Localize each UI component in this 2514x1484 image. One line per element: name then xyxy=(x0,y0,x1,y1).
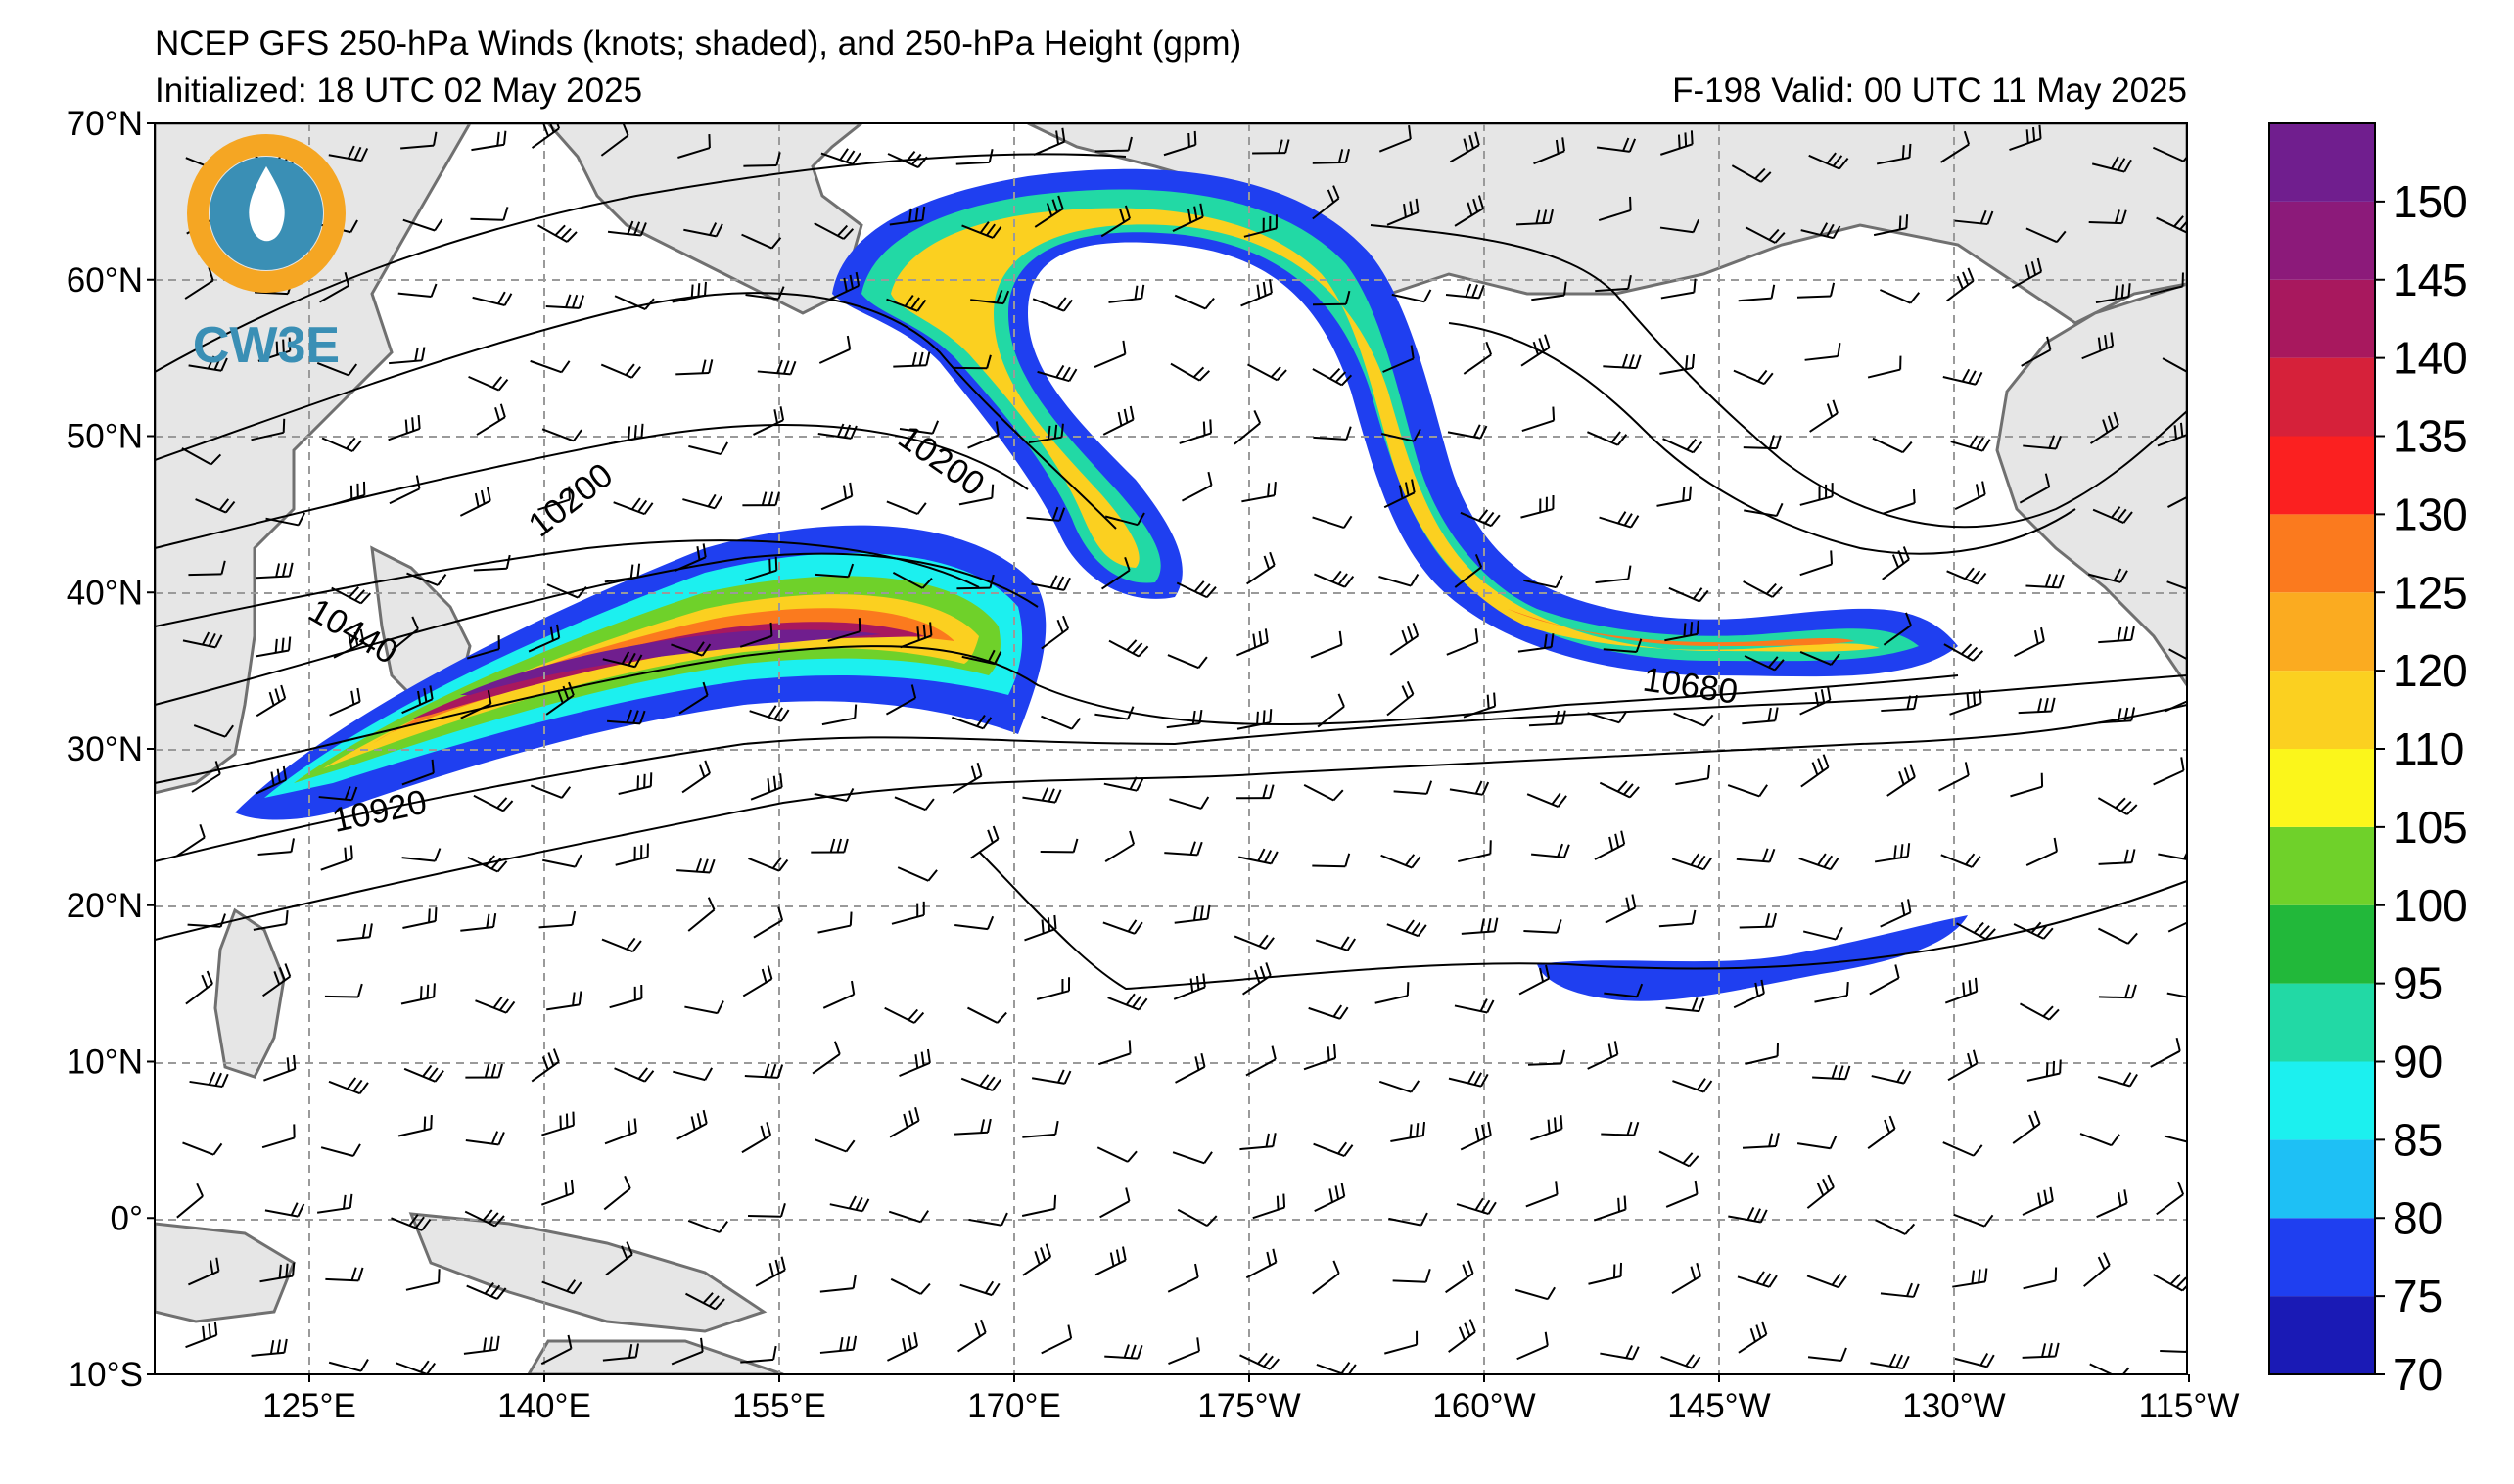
initialized-time: Initialized: 18 UTC 02 May 2025 xyxy=(155,71,642,110)
colorbar-swatch xyxy=(2269,1218,2375,1296)
valid-time: F-198 Valid: 00 UTC 11 May 2025 xyxy=(1672,71,2187,110)
longitude-labels: 125°E 140°E 155°E 170°E 175°W 160°W 145°W 130°W… xyxy=(262,1374,2239,1425)
colorbar-label: 150 xyxy=(2393,176,2468,227)
colorbar-label: 110 xyxy=(2393,723,2464,774)
lat-label: 50°N xyxy=(67,418,143,456)
figure-title: NCEP GFS 250-hPa Winds (knots; shaded), … xyxy=(155,24,1241,63)
colorbar-label: 90 xyxy=(2393,1037,2443,1088)
colorbar-swatch xyxy=(2269,1296,2375,1374)
colorbar-swatch xyxy=(2269,280,2375,358)
colorbar-swatch xyxy=(2269,202,2375,280)
colorbar-swatch xyxy=(2269,592,2375,671)
logo-text: CW3E xyxy=(193,317,340,374)
colorbar-swatch xyxy=(2269,749,2375,827)
lon-label: 115°W xyxy=(2139,1387,2240,1425)
lon-label: 130°W xyxy=(1902,1387,2005,1425)
colorbar-swatch xyxy=(2269,123,2375,202)
colorbar-swatch xyxy=(2269,984,2375,1062)
cw3e-logo: CW3E xyxy=(193,145,340,374)
colorbar-label: 140 xyxy=(2393,333,2468,384)
colorbar-label: 70 xyxy=(2393,1349,2443,1400)
lon-label: 175°W xyxy=(1197,1387,1300,1425)
colorbar-label: 145 xyxy=(2393,255,2468,305)
colorbar: 70 75 80 85 90 95 100 105 110 120 125 130 135 140 145 1… xyxy=(2269,123,2468,1400)
lon-label: 160°W xyxy=(1432,1387,1535,1425)
colorbar-label: 135 xyxy=(2393,411,2468,462)
lon-label: 155°E xyxy=(732,1387,826,1425)
colorbar-label: 95 xyxy=(2393,958,2443,1009)
colorbar-label: 80 xyxy=(2393,1192,2443,1243)
lat-label: 10°N xyxy=(67,1043,143,1082)
colorbar-swatch xyxy=(2269,514,2375,592)
lon-label: 125°E xyxy=(262,1387,356,1425)
colorbar-label: 120 xyxy=(2393,645,2468,696)
colorbar-label: 75 xyxy=(2393,1271,2443,1322)
lat-label: 20°N xyxy=(67,887,143,925)
colorbar-swatch xyxy=(2269,827,2375,905)
colorbar-swatch xyxy=(2269,437,2375,515)
colorbar-label: 130 xyxy=(2393,488,2468,539)
colorbar-label: 100 xyxy=(2393,880,2468,931)
colorbar-swatch xyxy=(2269,671,2375,749)
lat-label: 30°N xyxy=(67,730,143,768)
lat-label: 10°S xyxy=(69,1356,143,1394)
colorbar-swatch xyxy=(2269,1139,2375,1218)
latitude-labels: 70°N 60°N 50°N 40°N 30°N 20°N 10°N 0° 10°S xyxy=(67,105,155,1394)
lon-label: 140°E xyxy=(497,1387,591,1425)
colorbar-label: 125 xyxy=(2393,567,2468,618)
colorbar-swatch xyxy=(2269,905,2375,984)
lat-label: 60°N xyxy=(67,261,143,300)
lat-label: 40°N xyxy=(67,574,143,612)
colorbar-label: 105 xyxy=(2393,802,2468,853)
colorbar-label: 85 xyxy=(2393,1114,2443,1165)
colorbar-swatch xyxy=(2269,1062,2375,1140)
colorbar-swatch xyxy=(2269,358,2375,437)
lat-label: 0° xyxy=(111,1199,143,1237)
map-panel: 10200 10200 10440 10680 10920 CW3E xyxy=(155,116,2208,1378)
lon-label: 170°E xyxy=(967,1387,1061,1425)
lat-label: 70°N xyxy=(67,105,143,143)
lon-label: 145°W xyxy=(1667,1387,1770,1425)
